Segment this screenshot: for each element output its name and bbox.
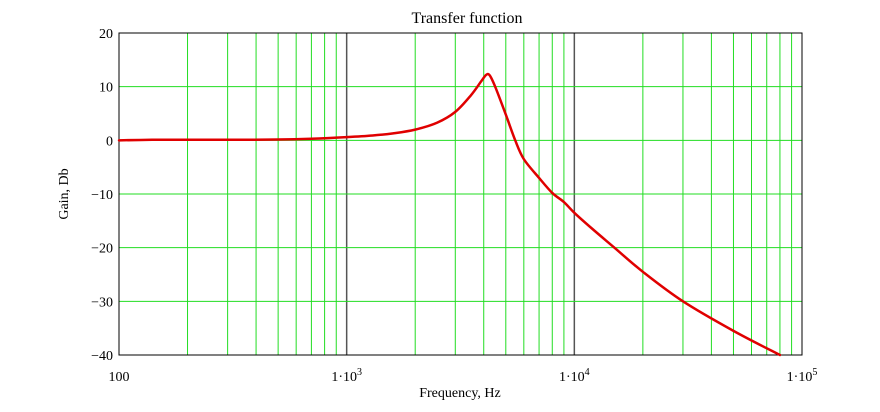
chart-title: Transfer function (412, 10, 523, 27)
y-tick-label: 0 (106, 134, 113, 149)
x-tick-label: 1·104 (559, 367, 590, 385)
y-axis-label: Gain, Db (57, 168, 72, 219)
y-tick-label: −20 (91, 242, 113, 257)
gain-curve (117, 72, 782, 357)
series-layer (117, 72, 782, 357)
y-tick-label: −30 (91, 295, 113, 310)
plot-frame (118, 32, 803, 356)
y-tick-label: −40 (91, 349, 113, 364)
y-tick-labels: 20 10 0 −10 −20 −30 −40 (91, 27, 113, 364)
x-axis-label: Frequency, Hz (419, 386, 501, 401)
x-tick-label: 1·103 (331, 367, 362, 385)
y-tick-label: −10 (91, 188, 113, 203)
y-tick-label: 20 (99, 27, 113, 42)
x-tick-label: 1·105 (787, 367, 818, 385)
x-tick-label: 100 (109, 370, 130, 385)
x-tick-labels: 100 1·103 1·104 1·105 (109, 367, 818, 385)
y-tick-label: 10 (99, 81, 113, 96)
grid (119, 33, 802, 355)
